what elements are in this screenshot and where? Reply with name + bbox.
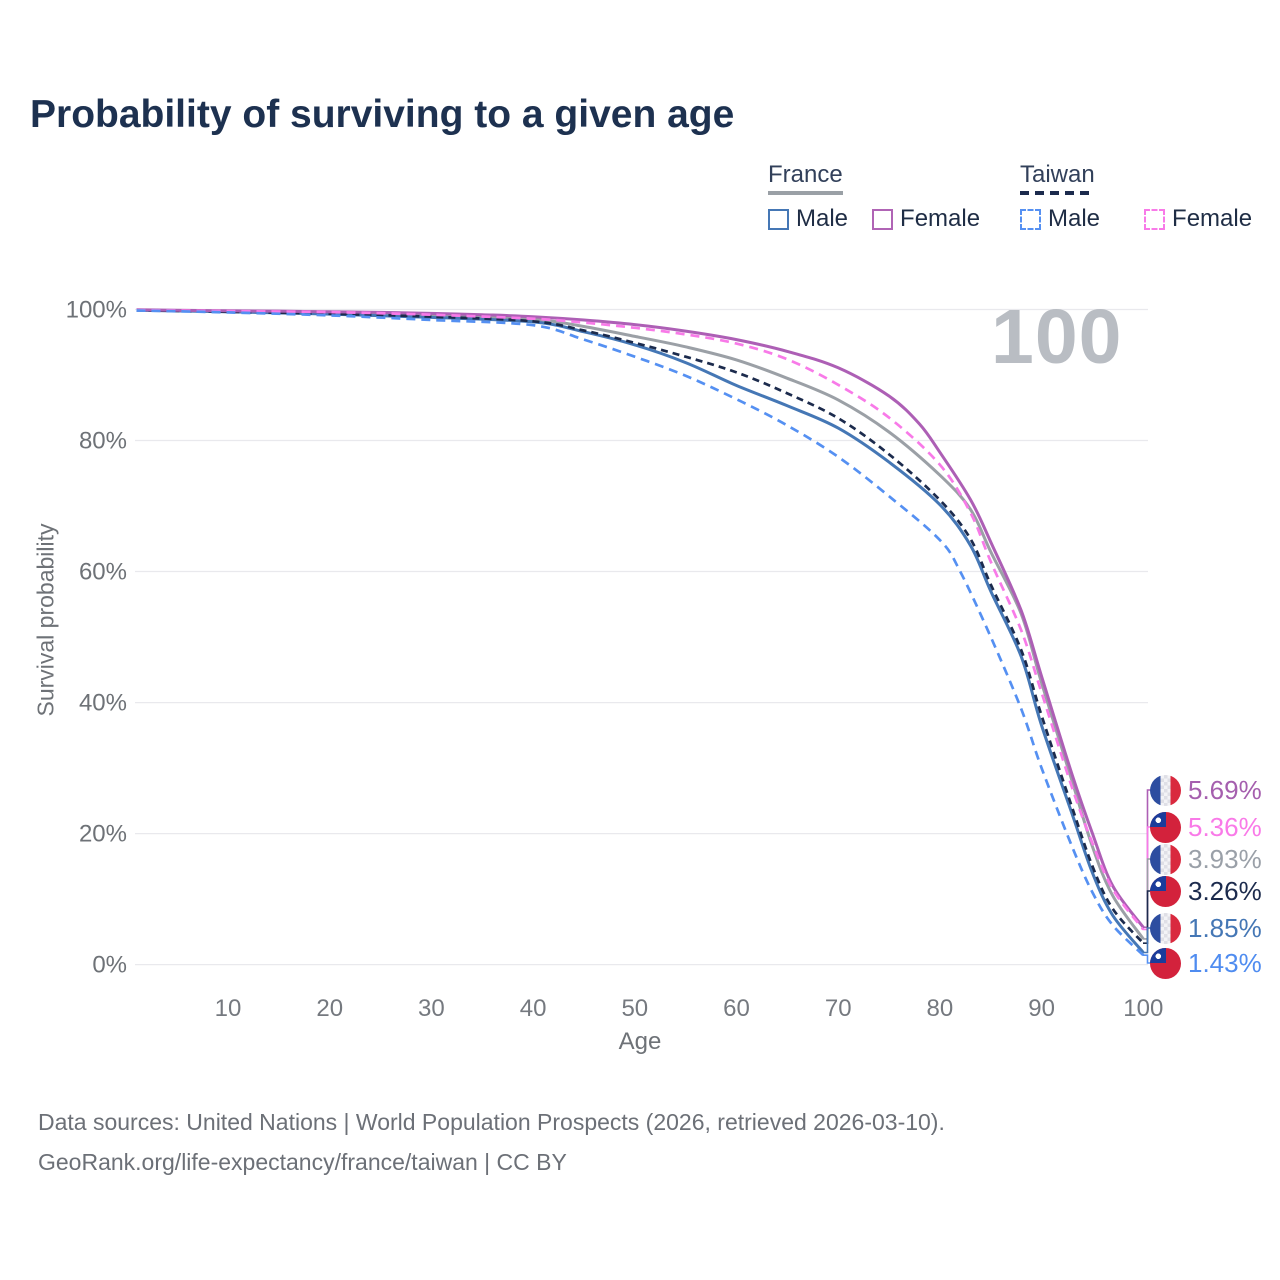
end-connector-france-male [1143,927,1152,954]
footer-attribution: GeoRank.org/life-expectancy/france/taiwa… [38,1149,567,1175]
y-tick-20: 20% [79,821,127,848]
taiwan-flag-canton [1150,875,1166,891]
legend-item-france-male[interactable]: Male [768,205,848,233]
taiwan-flag-canton [1150,811,1166,827]
end-label-row-5.69%: 5.69% [1150,774,1262,806]
legend-label-france-female[interactable]: Female [900,205,981,232]
end-label-row-1.43%: 1.43% [1150,947,1262,979]
x-tick-10: 10 [215,995,242,1022]
x-tick-80: 80 [927,995,954,1022]
x-tick-40: 40 [520,995,547,1022]
y-tick-40: 40% [79,690,127,717]
end-label-row-5.36%: 5.36% [1150,811,1262,843]
legend-swatch-taiwan-male[interactable] [1020,208,1041,230]
legend-label-france-male[interactable]: Male [796,205,849,232]
x-tick-50: 50 [621,995,648,1022]
legend-group-france: France Male Female [768,162,980,233]
end-connector-taiwan-male [1143,954,1152,964]
legend-swatch-france-male[interactable] [768,208,789,230]
curve-taiwan-total [136,308,1145,945]
france-flag-icon [1150,912,1181,944]
end-label-value: 5.36% [1188,811,1262,842]
x-tick-100: 100 [1123,995,1163,1022]
end-label-value: 3.26% [1188,875,1262,906]
footer-data-sources: Data sources: United Nations | World Pop… [38,1109,945,1135]
taiwan-flag-icon [1150,947,1181,979]
x-tick-70: 70 [825,995,852,1022]
taiwan-flag-icon [1150,811,1181,843]
x-axis-title: Age [618,1028,662,1055]
legend-group-taiwan: Taiwan Male Female [1020,162,1252,233]
legend-swatch-france-female[interactable] [872,208,894,230]
france-flag-icon [1150,774,1181,806]
y-tick-0: 0% [92,952,127,979]
footer: Data sources: United Nations | World Pop… [38,1102,945,1182]
x-tick-30: 30 [418,995,445,1022]
y-tick-100: 100% [66,297,127,324]
france-flag-icon [1150,843,1181,875]
end-label-value: 1.85% [1188,912,1262,943]
curve-taiwan-female [136,308,1145,931]
curve-france-female [136,308,1145,929]
legend-label-taiwan-female[interactable]: Female [1172,205,1253,232]
y-tick-80: 80% [79,428,127,455]
x-tick-90: 90 [1028,995,1055,1022]
page-title: Probability of surviving to a given age [30,93,735,136]
end-label-value: 1.43% [1188,947,1262,978]
legend-country-france: France [768,161,843,188]
end-label-row-3.93%: 3.93% [1150,843,1262,875]
y-tick-60: 60% [79,559,127,586]
taiwan-flag-icon [1150,875,1181,907]
end-label-row-3.26%: 3.26% [1150,875,1262,907]
legend-swatch-taiwan-female[interactable] [1144,208,1166,230]
legend-item-taiwan-female[interactable]: Female [1144,205,1252,233]
x-tick-60: 60 [723,995,750,1022]
x-tick-20: 20 [316,995,343,1022]
y-axis-title: Survival probability [32,523,59,717]
end-label-value: 3.93% [1188,843,1262,874]
curve-taiwan-male [136,309,1145,957]
age-counter-watermark: 100 [991,294,1123,380]
legend-item-france-female[interactable]: Female [872,205,980,233]
end-label-value: 5.69% [1188,774,1262,805]
taiwan-flag-canton [1150,947,1166,963]
legend-item-taiwan-male[interactable]: Male [1020,205,1100,233]
legend-label-taiwan-male[interactable]: Male [1048,205,1101,232]
end-label-row-1.85%: 1.85% [1150,912,1262,944]
curve-france-male [136,308,1145,954]
legend-line-sample-france [768,191,843,195]
end-connector-taiwan-total [1143,890,1152,944]
curve-france-total [136,308,1145,940]
legend-country-taiwan: Taiwan [1020,161,1095,188]
legend-line-sample-taiwan [1020,191,1095,195]
